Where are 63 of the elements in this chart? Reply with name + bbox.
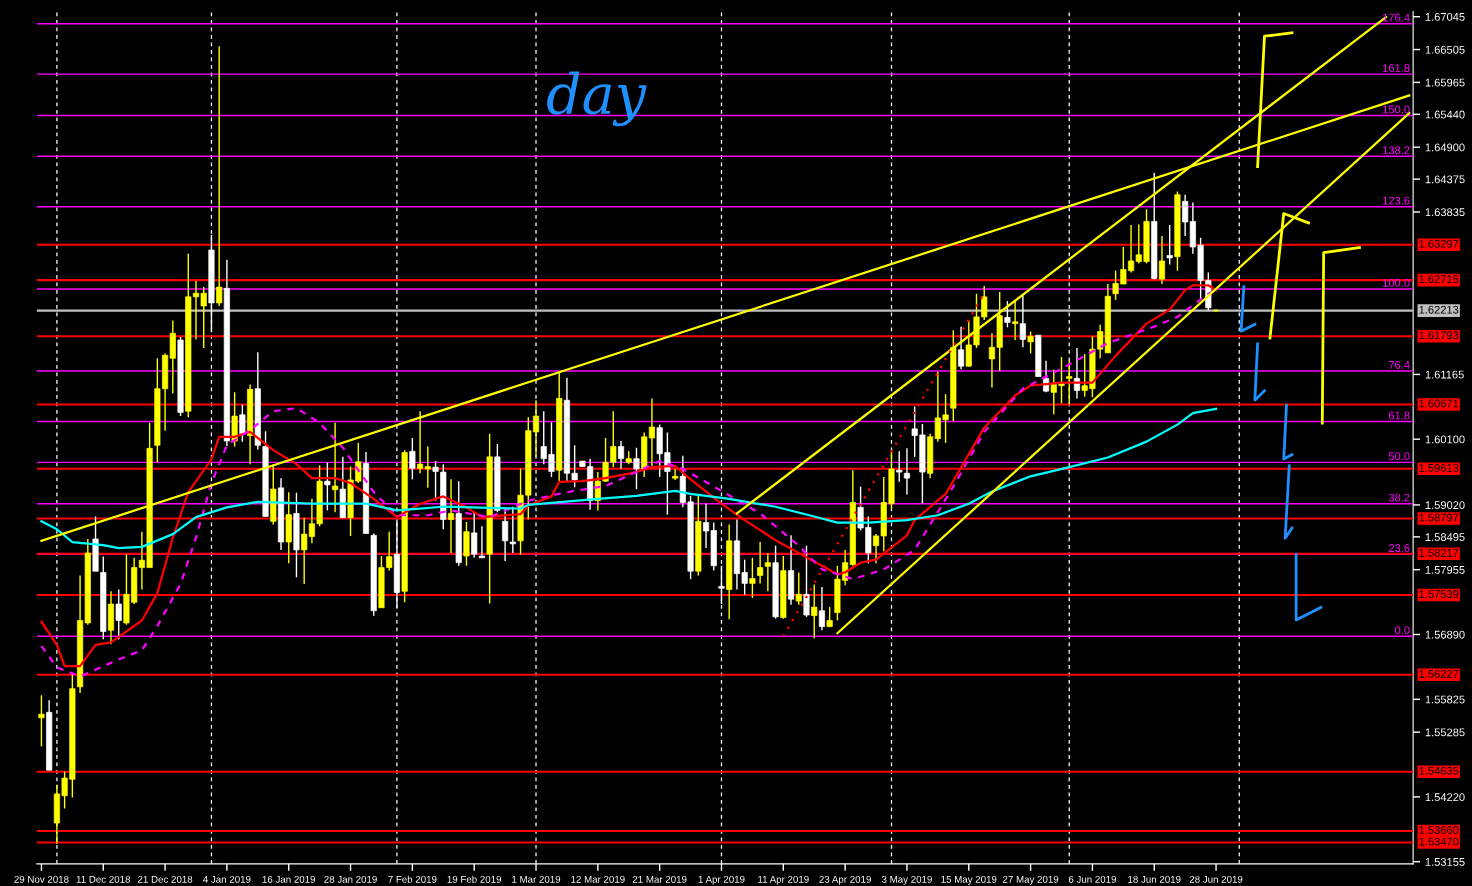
ref-line-label: 1.62213 bbox=[1419, 305, 1459, 314]
annotation: 0.0 bbox=[1395, 626, 1410, 635]
y-tick-label: 1.55285 bbox=[1425, 728, 1465, 737]
x-tick-label: 1 Mar 2019 bbox=[512, 875, 561, 883]
annotation: 138.2 bbox=[1383, 146, 1410, 155]
y-tick-label: 1.64900 bbox=[1425, 143, 1465, 152]
ref-line-label: 1.56227 bbox=[1419, 669, 1459, 678]
y-tick-label: 1.59020 bbox=[1425, 501, 1465, 510]
x-tick-label: 7 Feb 2019 bbox=[388, 875, 437, 883]
y-tick-label: 1.67045 bbox=[1425, 12, 1465, 21]
x-tick-label: 19 Feb 2019 bbox=[447, 875, 502, 883]
y-tick-label: 1.54220 bbox=[1425, 793, 1465, 802]
x-tick-label: 29 Nov 2018 bbox=[14, 875, 69, 883]
x-tick-label: 3 May 2019 bbox=[881, 875, 932, 885]
ref-line-label: 1.58797 bbox=[1419, 513, 1459, 522]
y-tick-label: 1.55825 bbox=[1425, 695, 1465, 704]
y-tick-label: 1.61165 bbox=[1425, 370, 1464, 379]
annotation: 38.2 bbox=[1388, 493, 1410, 502]
y-tick-label: 1.65965 bbox=[1425, 78, 1465, 87]
y-tick-label: 1.66505 bbox=[1425, 45, 1465, 54]
x-tick-label: 11 Dec 2018 bbox=[76, 875, 131, 883]
x-tick-label: 16 Jan 2019 bbox=[262, 875, 316, 883]
annotation: day bbox=[547, 71, 647, 127]
x-tick-label: 4 Jan 2019 bbox=[203, 875, 251, 883]
ref-line-label: 1.60671 bbox=[1419, 399, 1459, 408]
y-tick-label: 1.53155 bbox=[1425, 857, 1465, 866]
x-tick-label: 28 Jan 2019 bbox=[324, 875, 377, 883]
ref-line-label: 1.62715 bbox=[1419, 275, 1459, 284]
ref-line-label: 1.53470 bbox=[1419, 837, 1459, 846]
x-tick-label: 28 Jun 2019 bbox=[1189, 875, 1243, 883]
y-tick-label: 1.56890 bbox=[1425, 630, 1465, 639]
annotation: 161.8 bbox=[1383, 64, 1410, 72]
y-tick-label: 1.65440 bbox=[1425, 110, 1465, 119]
annotation: 176.4 bbox=[1383, 13, 1410, 22]
x-tick-label: 23 Apr 2019 bbox=[819, 875, 871, 885]
ref-line-label: 1.54635 bbox=[1419, 766, 1459, 775]
x-tick-label: 12 Mar 2019 bbox=[571, 875, 625, 883]
annotation: 123.6 bbox=[1383, 196, 1410, 205]
y-tick-label: 1.63835 bbox=[1425, 208, 1465, 217]
x-tick-label: 1 Apr 2019 bbox=[698, 875, 745, 885]
x-tick-label: 18 Jun 2019 bbox=[1128, 875, 1181, 883]
ref-line-label: 1.61793 bbox=[1419, 331, 1459, 340]
y-tick-label: 1.58495 bbox=[1425, 533, 1465, 541]
y-tick-label: 1.57955 bbox=[1425, 565, 1465, 574]
ref-line-label: 1.58217 bbox=[1419, 548, 1459, 557]
ref-line-label: 1.63297 bbox=[1419, 239, 1459, 248]
x-tick-label: 15 May 2019 bbox=[941, 875, 997, 885]
x-tick-label: 6 Jun 2019 bbox=[1068, 875, 1117, 883]
ref-line-label: 1.53660 bbox=[1419, 826, 1459, 834]
ref-line-label: 1.57539 bbox=[1419, 590, 1459, 598]
ref-line-label: 1.59613 bbox=[1419, 463, 1459, 472]
x-tick-label: 27 May 2019 bbox=[1002, 875, 1059, 885]
annotation: 150.0 bbox=[1383, 105, 1410, 114]
y-tick-label: 1.60100 bbox=[1425, 435, 1465, 444]
annotation: 23.6 bbox=[1388, 544, 1410, 552]
annotation: 76.4 bbox=[1388, 361, 1410, 369]
x-tick-label: 21 Dec 2018 bbox=[138, 875, 193, 883]
annotation: 61.8 bbox=[1388, 411, 1410, 420]
annotation: 50.0 bbox=[1388, 452, 1410, 461]
y-tick-label: 1.64375 bbox=[1425, 175, 1465, 184]
x-tick-label: 21 Mar 2019 bbox=[632, 875, 687, 883]
annotation: 100.0 bbox=[1383, 278, 1410, 287]
x-tick-label: 11 Apr 2019 bbox=[758, 875, 809, 885]
